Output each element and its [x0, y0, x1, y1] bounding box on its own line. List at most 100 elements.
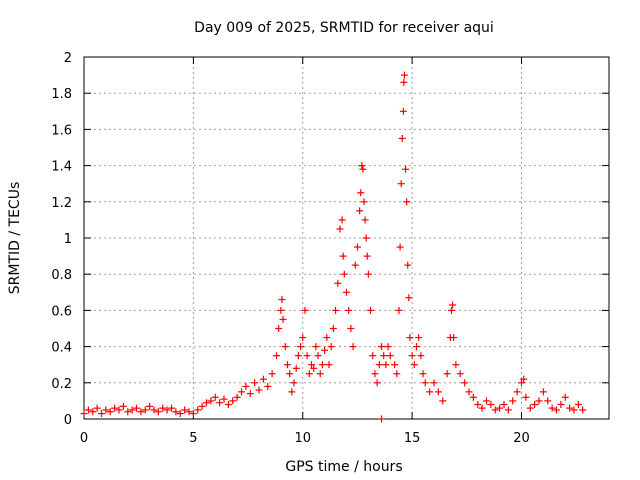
data-point — [203, 399, 210, 407]
data-point — [312, 343, 320, 351]
data-points — [80, 71, 587, 423]
data-point — [224, 401, 232, 409]
data-point — [339, 252, 347, 260]
data-point — [98, 410, 105, 418]
axis-ticks: 0 5 10 15 20 0 0.2 0.4 0.6 0.8 1 1.2 1.4 1.6 1.8 2 — [51, 51, 609, 446]
data-point — [301, 306, 309, 314]
data-point — [380, 352, 388, 360]
data-point — [364, 270, 372, 278]
data-point — [579, 406, 587, 414]
data-point — [408, 352, 416, 360]
data-point — [452, 361, 460, 369]
data-point — [281, 343, 289, 351]
data-point — [378, 415, 385, 423]
data-point — [343, 288, 350, 296]
data-point — [450, 334, 458, 342]
data-point — [531, 401, 539, 409]
data-point — [308, 361, 315, 369]
data-point — [359, 165, 367, 173]
y-tick-label: 0 — [64, 413, 72, 428]
data-point — [570, 406, 578, 414]
data-point — [393, 370, 401, 378]
data-point — [305, 370, 313, 378]
data-point — [443, 370, 451, 378]
data-point — [294, 352, 302, 360]
data-point — [399, 107, 407, 115]
data-point — [347, 325, 355, 332]
data-point — [185, 408, 193, 416]
data-point — [351, 261, 359, 269]
x-tick-label: 20 — [513, 431, 530, 446]
data-point — [327, 343, 335, 351]
data-point — [338, 216, 346, 224]
data-point — [229, 397, 237, 405]
data-point — [154, 408, 162, 416]
data-point — [314, 352, 322, 360]
data-point — [410, 361, 418, 369]
data-point — [513, 388, 521, 396]
data-point — [520, 375, 528, 383]
data-point — [288, 388, 296, 396]
data-point — [332, 306, 340, 314]
data-point — [292, 364, 300, 372]
y-tick-label: 0.6 — [51, 304, 72, 319]
data-point — [310, 364, 318, 372]
y-tick-label: 0.4 — [51, 341, 72, 356]
data-point — [397, 180, 405, 188]
data-point — [398, 134, 406, 142]
data-point — [80, 410, 88, 418]
data-point — [323, 334, 331, 342]
data-point — [286, 370, 294, 378]
data-point — [465, 388, 473, 396]
data-point — [535, 397, 543, 405]
data-point — [211, 393, 219, 401]
data-point — [194, 406, 202, 414]
x-axis-label: GPS time / hours — [285, 459, 402, 475]
data-point — [111, 404, 119, 412]
data-point — [242, 382, 250, 390]
data-point — [378, 343, 385, 351]
data-point — [357, 189, 365, 197]
data-point — [278, 296, 286, 304]
data-point — [198, 402, 206, 410]
data-point — [557, 401, 565, 409]
data-point — [406, 334, 414, 342]
data-point — [369, 352, 377, 360]
gridlines — [84, 57, 609, 419]
data-point — [279, 315, 287, 323]
data-point — [395, 306, 403, 314]
data-point — [518, 379, 525, 387]
data-point — [504, 406, 512, 414]
data-point — [297, 343, 305, 351]
x-tick-label: 15 — [404, 431, 421, 446]
data-point — [548, 404, 556, 412]
y-tick-label: 0.8 — [51, 268, 72, 283]
data-point — [102, 406, 110, 414]
data-point — [526, 404, 534, 412]
data-point — [340, 270, 348, 278]
data-point — [133, 404, 140, 412]
data-point — [141, 406, 149, 414]
data-point — [246, 390, 254, 398]
data-point — [371, 370, 379, 378]
y-tick-label: 1.8 — [51, 87, 72, 102]
x-tick-label: 0 — [80, 431, 88, 446]
data-point — [275, 325, 283, 332]
data-point — [478, 404, 486, 412]
data-point — [325, 361, 333, 369]
data-point — [353, 243, 361, 251]
data-point — [363, 252, 371, 260]
data-point — [181, 406, 189, 414]
y-tick-label: 0.2 — [51, 377, 72, 392]
data-point — [84, 406, 92, 414]
chart-title: Day 009 of 2025, SRMTID for receiver aqu… — [194, 20, 494, 36]
data-point — [553, 406, 560, 414]
data-point — [150, 406, 158, 414]
x-tick-label: 10 — [294, 431, 311, 446]
data-point — [522, 393, 530, 401]
data-point — [172, 408, 180, 416]
data-point — [334, 279, 342, 287]
data-point — [189, 410, 197, 418]
data-point — [360, 198, 368, 206]
data-point — [574, 401, 582, 409]
